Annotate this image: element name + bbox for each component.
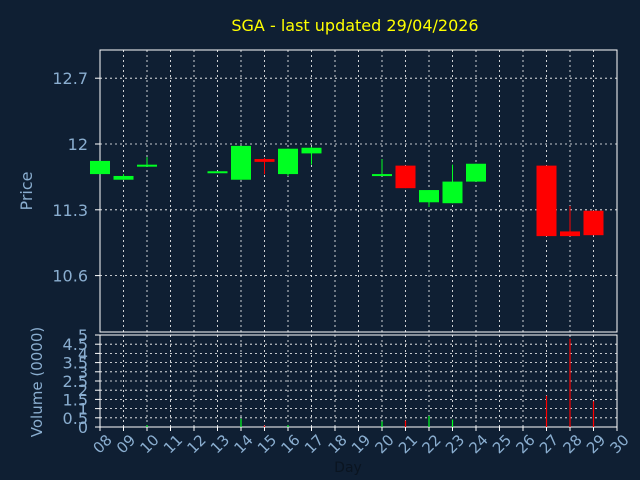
x-tick-label: 25 bbox=[489, 431, 515, 457]
candle-body bbox=[466, 163, 486, 182]
candle-body bbox=[113, 175, 134, 180]
price-panel: 12.7 12 11.3 10.6 Price bbox=[17, 49, 618, 333]
price-y-ticks: 12.7 12 11.3 10.6 bbox=[52, 69, 100, 286]
candle-body bbox=[90, 160, 110, 175]
candle-body bbox=[583, 210, 604, 236]
x-tick-label: 15 bbox=[254, 431, 280, 457]
volume-tick-label: 1.5 bbox=[63, 390, 88, 409]
x-tick-label: 08 bbox=[90, 431, 116, 457]
volume-y-ticks: 00.511.522.533.544.55 bbox=[63, 326, 100, 437]
candle-body bbox=[207, 171, 228, 174]
x-tick-label: 17 bbox=[301, 431, 327, 457]
x-axis-label: Day bbox=[334, 460, 362, 476]
candle-body bbox=[231, 145, 251, 180]
price-tick-label: 11.3 bbox=[52, 201, 88, 220]
x-tick-label: 29 bbox=[583, 431, 609, 457]
candle-body bbox=[372, 174, 392, 177]
x-tick-label: 10 bbox=[137, 431, 163, 457]
x-tick-label: 28 bbox=[560, 431, 586, 457]
x-tick-label: 23 bbox=[442, 431, 468, 457]
volume-grid bbox=[99, 334, 618, 428]
price-plot-frame bbox=[99, 49, 618, 333]
price-tick-label: 12 bbox=[68, 135, 88, 154]
x-tick-label: 12 bbox=[184, 431, 210, 457]
candle-body bbox=[301, 147, 322, 154]
candle-body bbox=[278, 148, 298, 175]
volume-tick-label: 0.5 bbox=[63, 409, 88, 428]
x-tick-label: 14 bbox=[231, 431, 257, 457]
candle-body bbox=[536, 165, 557, 237]
volume-bars bbox=[146, 338, 595, 427]
x-tick-label: 22 bbox=[419, 431, 445, 457]
volume-panel: 00.511.522.533.544.55 080910111213141516… bbox=[28, 326, 633, 476]
volume-tick-label: 3.5 bbox=[63, 354, 88, 373]
candle-body bbox=[395, 165, 416, 189]
x-tick-label: 13 bbox=[207, 431, 233, 457]
volume-tick-label: 2.5 bbox=[63, 372, 88, 391]
volume-tick-label: 0 bbox=[78, 418, 88, 437]
x-tick-label: 16 bbox=[278, 431, 304, 457]
chart-title: SGA - last updated 29/04/2026 bbox=[231, 16, 478, 35]
x-tick-label: 27 bbox=[536, 431, 562, 457]
x-tick-label: 21 bbox=[395, 431, 421, 457]
x-tick-label: 11 bbox=[160, 431, 186, 457]
x-tick-label: 19 bbox=[348, 431, 374, 457]
x-axis-ticks: 0809101112131415161718192021222324252627… bbox=[90, 427, 633, 457]
price-tick-label: 10.6 bbox=[52, 267, 88, 286]
price-axis-label: Price bbox=[17, 171, 36, 210]
candle-body bbox=[419, 190, 439, 203]
x-tick-label: 30 bbox=[607, 431, 633, 457]
volume-tick-label: 2 bbox=[78, 381, 88, 400]
volume-tick-label: 1 bbox=[78, 400, 88, 419]
candle-body bbox=[560, 231, 580, 237]
candle-body bbox=[254, 159, 275, 162]
x-tick-label: 18 bbox=[325, 431, 351, 457]
x-tick-label: 24 bbox=[466, 431, 492, 457]
volume-tick-label: 4.5 bbox=[63, 335, 88, 354]
volume-tick-label: 3 bbox=[78, 363, 88, 382]
price-tick-label: 12.7 bbox=[52, 69, 88, 88]
x-tick-label: 26 bbox=[513, 431, 539, 457]
candle-body bbox=[137, 164, 157, 167]
volume-tick-label: 4 bbox=[78, 344, 88, 363]
volume-axis-label: Volume (0000) bbox=[28, 327, 46, 437]
x-tick-label: 20 bbox=[372, 431, 398, 457]
candle-body bbox=[442, 181, 463, 204]
x-tick-label: 09 bbox=[113, 431, 139, 457]
candles bbox=[90, 145, 604, 237]
volume-tick-label: 5 bbox=[78, 326, 88, 345]
